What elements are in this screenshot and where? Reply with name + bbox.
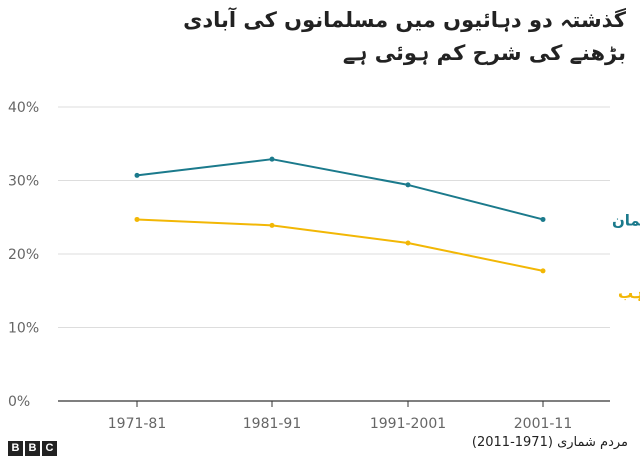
x-tick-label: 2001-11 [514, 416, 573, 432]
data-point [405, 240, 411, 246]
y-tick-label: 0% [8, 394, 30, 410]
y-tick-label: 20% [8, 247, 39, 263]
series-line [136, 218, 544, 272]
y-tick-label: 40% [8, 100, 39, 116]
series-group: مسلمان دیگر مذاہب [134, 156, 640, 302]
chart-title-line-1: گذشتہ دو دہائیوں میں مسلمانوں کی آبادی [183, 8, 626, 32]
bbc-logo: B B C [8, 441, 57, 456]
bbc-logo-letter: C [42, 441, 57, 456]
series-label: دیگر مذاہب [618, 284, 640, 302]
bbc-logo-letter: B [25, 441, 40, 456]
series-line [136, 158, 544, 221]
y-axis-ticks: 0% 10% 20% 30% 40% [8, 100, 39, 410]
data-point [405, 182, 411, 188]
data-point [269, 156, 275, 162]
x-tick-label: 1981-91 [243, 416, 302, 432]
chart-title-line-2: بڑھنے کی شرح کم ہوئی ہے [342, 41, 626, 65]
data-point [540, 268, 546, 274]
data-point [134, 172, 140, 178]
data-point [540, 216, 546, 222]
data-point [269, 222, 275, 228]
y-tick-label: 10% [8, 321, 39, 337]
data-point [134, 216, 140, 222]
x-tick-label: 1991-2001 [370, 416, 446, 432]
source-note: مردم شماری (1971-2011) [471, 435, 628, 450]
chart-title: گذشتہ دو دہائیوں میں مسلمانوں کی آبادی ب… [66, 4, 626, 70]
bbc-logo-letter: B [8, 441, 23, 456]
x-axis-ticks: 1971-81 1981-91 1991-2001 2001-11 [108, 401, 573, 432]
gridlines [58, 106, 610, 402]
series-label: مسلمان [612, 211, 640, 229]
y-tick-label: 30% [8, 174, 39, 190]
x-tick-label: 1971-81 [108, 416, 167, 432]
